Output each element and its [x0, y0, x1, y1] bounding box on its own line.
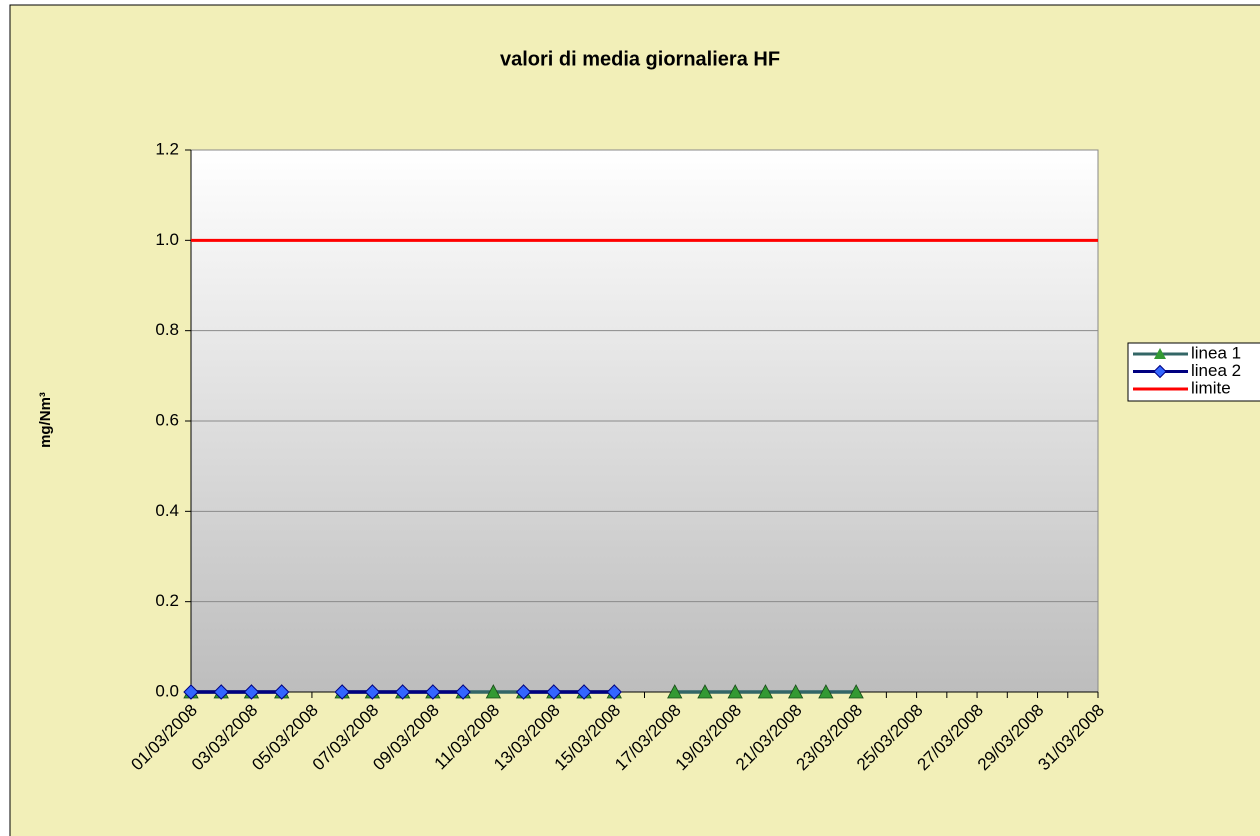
marker	[183, 684, 199, 700]
legend-label: linea 1	[1191, 343, 1241, 362]
marker	[334, 684, 350, 700]
marker	[213, 684, 229, 700]
marker	[727, 684, 743, 699]
y-tick-label: 1.2	[155, 139, 179, 158]
y-tick-label: 0.2	[155, 591, 179, 610]
marker	[485, 684, 502, 699]
y-tick-label: 0.8	[155, 320, 179, 339]
y-tick-label: 0.6	[155, 410, 179, 429]
marker	[515, 684, 532, 700]
legend-marker	[1153, 364, 1167, 379]
marker	[667, 684, 683, 699]
y-axis-label: mg/Nm³	[37, 392, 54, 448]
marker	[697, 684, 713, 699]
y-tick-label: 0.4	[155, 501, 179, 520]
marker	[576, 684, 592, 700]
marker	[455, 684, 471, 700]
marker	[243, 684, 260, 700]
legend-label: linea 2	[1191, 361, 1241, 380]
marker	[364, 684, 381, 700]
marker	[787, 684, 804, 699]
legend-marker	[1154, 348, 1166, 359]
y-tick-label: 0.0	[155, 681, 179, 700]
marker	[757, 684, 774, 699]
marker	[394, 684, 411, 700]
marker	[818, 684, 834, 699]
marker	[606, 684, 622, 700]
marker	[425, 684, 441, 700]
y-tick-label: 1.0	[155, 230, 179, 249]
chart-title: valori di media giornaliera HF	[500, 48, 780, 70]
marker	[546, 684, 562, 700]
marker	[273, 684, 290, 700]
legend-label: limite	[1191, 378, 1231, 397]
marker	[848, 684, 864, 699]
